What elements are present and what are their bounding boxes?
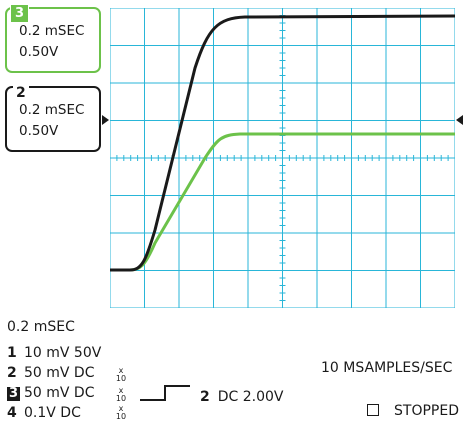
channel-3-number: 3 [7,386,20,401]
sample-rate-readout: 10 MSAMPLES/SEC [321,360,453,376]
channel-4-number: 4 [7,405,17,421]
graticule-grid [110,8,455,308]
channel-3-probe-x10: x 10 [115,386,127,403]
trigger-level-marker-right[interactable] [456,115,463,125]
trigger-edge-icon [140,385,190,401]
trigger-level-marker-left[interactable] [102,115,109,125]
channel-2-waveform [110,14,455,272]
channel-4-probe-x10: x 10 [115,404,127,421]
channel-1-setting: 10 mV 50V [24,345,102,361]
channel-2-probe-x10: x 10 [115,366,127,383]
trigger-readout[interactable]: 2 DC 2.00V [200,388,284,406]
channel-3-volts: 0.50V [19,44,59,60]
channel-2-time: 0.2 mSEC [19,102,85,118]
channel-3-settings-box[interactable]: 0.2 mSEC 0.50V [5,7,101,73]
channel-3-badge: 3 [10,4,29,23]
channel-3-setting: 50 mV DC [24,385,95,401]
acquisition-status: STOPPED [394,403,459,419]
channel-2-setting: 50 mV DC [24,365,95,381]
channel-1-number: 1 [7,345,17,361]
waveform-traces [110,14,455,272]
channel-3-time: 0.2 mSEC [19,23,85,39]
channel-4-setting: 0.1V DC [24,405,81,421]
oscilloscope-display [110,8,455,308]
channel-3-row[interactable]: 3 50 mV DC [7,384,95,402]
channel-2-number: 2 [7,365,17,381]
trigger-level: DC 2.00V [217,389,284,405]
run-stop-checkbox[interactable] [367,404,379,416]
channel-2-row[interactable]: 2 50 mV DC [7,364,95,382]
channel-2-settings-box[interactable]: 0.2 mSEC 0.50V [5,86,101,152]
channel-1-row[interactable]: 1 10 mV 50V [7,344,101,362]
channel-2-volts: 0.50V [19,123,59,139]
timebase-readout: 0.2 mSEC [7,319,75,335]
channel-2-tag: 2 [13,86,29,100]
channel-4-row[interactable]: 4 0.1V DC [7,404,81,422]
trigger-source: 2 [200,389,210,405]
